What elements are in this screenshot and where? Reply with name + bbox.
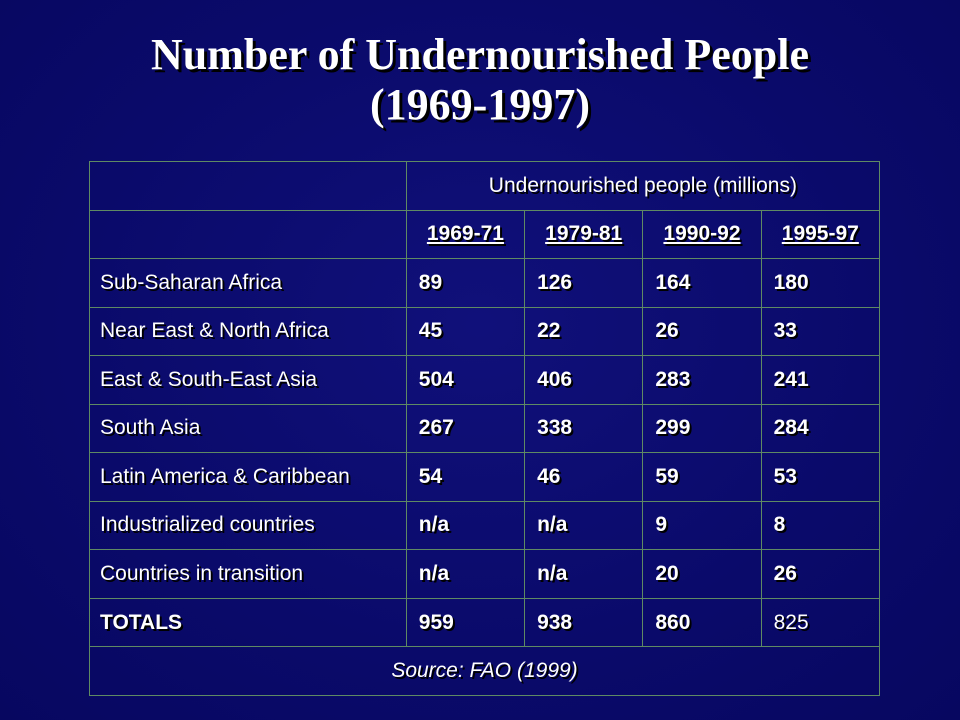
value-cell: 33 [760,306,881,357]
total-value-cell: 959 [405,597,526,648]
value-cell: 299 [642,403,762,454]
table-row: Sub-Saharan Africa 89 126 164 180 [89,258,881,308]
value-cell: 46 [524,452,644,502]
table-row: Industrialized countries n/a n/a 9 8 [89,500,881,551]
slide-title: Number of Undernourished People (1969-19… [0,30,960,130]
undernourished-table-container: Undernourished people (millions) 1969-71… [89,161,881,696]
total-value-cell: 860 [642,597,762,648]
value-cell: 54 [405,452,526,502]
table-row: Countries in transition n/a n/a 20 26 [89,549,881,599]
value-cell: 45 [405,306,526,357]
totals-label: TOTALS [89,597,407,648]
table-row: Latin America & Caribbean 54 46 59 53 [89,452,881,502]
total-value-cell: 825 [760,597,881,648]
value-cell: 20 [642,549,762,599]
table-row: East & South-East Asia 504 406 283 241 [89,355,881,405]
value-cell: 267 [405,403,526,454]
table-header-row: Undernourished people (millions) [89,161,881,211]
source-note: Source: FAO (1999) [89,646,880,696]
source-row: Source: FAO (1999) [89,646,880,696]
title-line-2: (1969-1997) [370,80,590,129]
value-cell: n/a [524,500,644,551]
value-cell: 22 [524,306,644,357]
region-label: Near East & North Africa [89,306,407,357]
value-cell: n/a [524,549,644,599]
period-header: 1990-92 [642,209,762,260]
region-label: South Asia [89,403,407,454]
undernourished-table: Undernourished people (millions) 1969-71… [89,161,881,696]
period-header: 1979-81 [524,209,644,260]
value-cell: 89 [405,258,526,308]
region-label: East & South-East Asia [89,355,407,405]
value-cell: n/a [405,549,526,599]
region-label: Countries in transition [89,549,407,599]
value-cell: 9 [642,500,762,551]
value-cell: 180 [760,258,881,308]
value-cell: 53 [760,452,881,502]
value-cell: 338 [524,403,644,454]
period-header: 1995-97 [760,209,881,260]
title-line-1: Number of Undernourished People [151,30,809,79]
period-header: 1969-71 [405,209,526,260]
value-cell: n/a [405,500,526,551]
value-cell: 8 [760,500,881,551]
value-cell: 504 [405,355,526,405]
table-row: South Asia 267 338 299 284 [89,403,881,454]
region-label: Industrialized countries [89,500,407,551]
value-cell: 283 [642,355,762,405]
value-cell: 241 [760,355,881,405]
total-value-cell: 938 [524,597,644,648]
group-header: Undernourished people (millions) [405,161,881,211]
value-cell: 26 [760,549,881,599]
totals-row: TOTALS 959 938 860 825 [89,597,881,648]
value-cell: 26 [642,306,762,357]
region-label: Sub-Saharan Africa [89,258,407,308]
region-label: Latin America & Caribbean [89,452,407,502]
table-row: Near East & North Africa 45 22 26 33 [89,306,881,357]
empty-corner-cell [89,161,407,211]
empty-corner-cell [89,209,407,260]
value-cell: 406 [524,355,644,405]
value-cell: 284 [760,403,881,454]
value-cell: 164 [642,258,762,308]
value-cell: 126 [524,258,644,308]
period-header-row: 1969-71 1979-81 1990-92 1995-97 [89,209,881,260]
value-cell: 59 [642,452,762,502]
